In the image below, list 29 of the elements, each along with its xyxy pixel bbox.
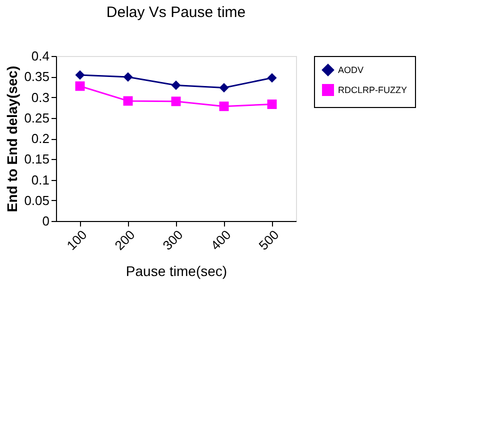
y-tick-label: 0.05 bbox=[24, 192, 50, 208]
y-tick-label: 0 bbox=[42, 214, 50, 228]
point bbox=[219, 83, 229, 93]
point bbox=[267, 100, 277, 110]
chart-title: Delay Vs Pause time bbox=[106, 4, 246, 21]
x-tick-label: 200 bbox=[112, 227, 138, 254]
y-tick-label: 0.1 bbox=[31, 172, 50, 188]
point bbox=[219, 102, 229, 112]
point bbox=[267, 73, 277, 83]
x-tick-label: 500 bbox=[256, 227, 282, 254]
y-tick-label: 0.4 bbox=[31, 48, 50, 64]
y-tick-label: 0.35 bbox=[24, 69, 50, 84]
x-tick-label: 300 bbox=[160, 227, 186, 254]
y-tick-label: 0.2 bbox=[31, 131, 50, 146]
x-axis-title: Pause time(sec) bbox=[126, 263, 228, 280]
point bbox=[75, 81, 85, 91]
x-tick-label: 400 bbox=[208, 227, 234, 254]
legend-label: RDCLRP-FUZZY bbox=[338, 85, 407, 95]
point bbox=[75, 70, 85, 80]
point bbox=[171, 96, 181, 106]
point bbox=[171, 80, 181, 90]
y-tick-label: 0.3 bbox=[31, 90, 50, 105]
x-tick-label: 100 bbox=[64, 227, 90, 254]
point bbox=[123, 96, 133, 106]
legend-label: AODV bbox=[338, 65, 364, 75]
y-tick-label: 0.25 bbox=[24, 110, 50, 126]
y-tick-label: 0.15 bbox=[24, 152, 50, 167]
y-axis-title: End to End delay(sec) bbox=[4, 66, 20, 212]
point bbox=[123, 72, 133, 82]
